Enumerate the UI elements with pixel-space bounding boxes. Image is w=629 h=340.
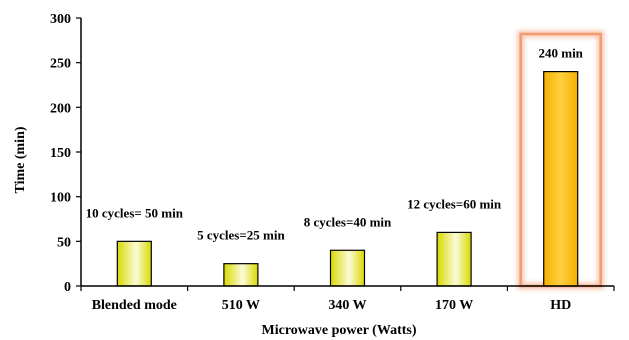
bar-170-w <box>436 231 472 287</box>
bar-blended-mode <box>116 240 152 287</box>
y-tick-label-200: 200 <box>50 101 71 116</box>
data-label-340-w: 8 cycles=40 min <box>304 214 392 229</box>
data-label-170-w: 12 cycles=60 min <box>407 196 502 211</box>
bars <box>116 70 579 287</box>
x-tick-label-hd: HD <box>550 298 571 313</box>
y-tick-label-300: 300 <box>50 12 71 27</box>
data-label-blended-mode: 10 cycles= 50 min <box>86 205 184 220</box>
x-tick-label-170-w: 170 W <box>435 298 473 313</box>
bar-hd <box>543 70 579 287</box>
bar-510-w <box>223 263 259 287</box>
y-tick-label-50: 50 <box>57 235 71 250</box>
labels: 10 cycles= 50 min Blended mode 5 cycles=25… <box>50 12 584 313</box>
y-tick-label-250: 250 <box>50 57 71 72</box>
data-label-hd: 240 min <box>538 46 583 61</box>
x-tick-label-340-w: 340 W <box>328 298 366 313</box>
bar-340-w <box>329 249 366 287</box>
data-label-510-w: 5 cycles=25 min <box>197 228 285 243</box>
y-tick-label-150: 150 <box>50 146 71 161</box>
y-tick-label-100: 100 <box>50 191 71 206</box>
x-tick-label-blended-mode: Blended mode <box>92 298 177 313</box>
y-tick-label-0: 0 <box>64 280 71 295</box>
x-axis-title: Microwave power (Watts) <box>262 323 417 338</box>
y-axis-title: Time (min) <box>13 126 28 193</box>
x-tick-label-510-w: 510 W <box>222 298 260 313</box>
axes <box>76 17 615 291</box>
